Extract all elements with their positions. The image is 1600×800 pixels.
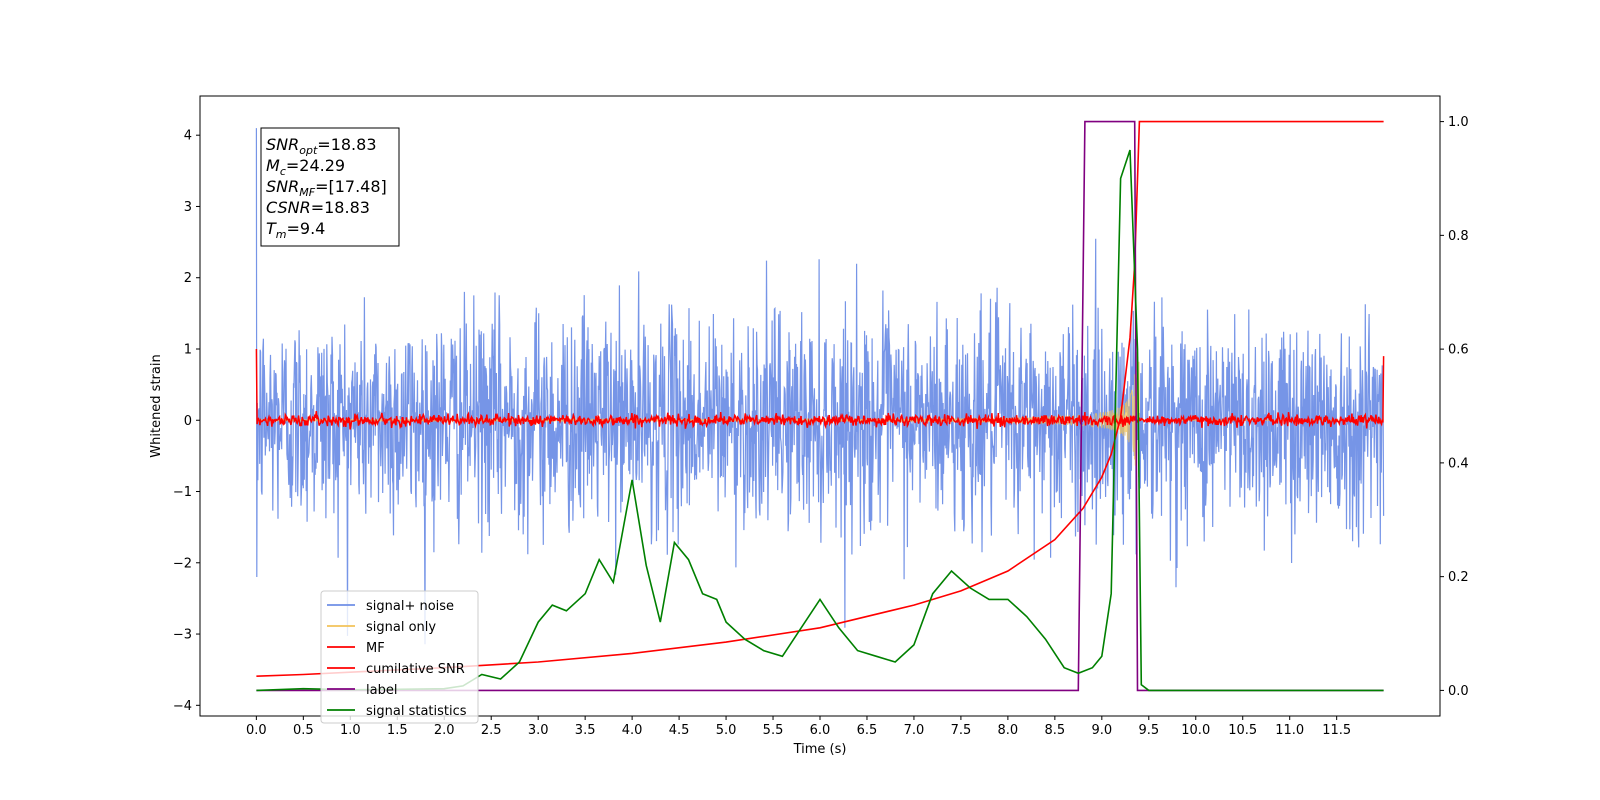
x-tick-label: 6.0 — [810, 723, 831, 738]
annotation-snr-mf: SNRMF=[17.48] — [266, 177, 387, 199]
legend: signal+ noise signal only MF cumilative SNR… — [320, 590, 479, 724]
legend-label: signal only — [366, 620, 436, 635]
annotation-csnr: CSNR=18.83 — [266, 198, 370, 217]
x-tick-label: 9.5 — [1138, 723, 1159, 738]
x-tick-label: 11.5 — [1322, 723, 1351, 738]
x-tick-label: 4.0 — [622, 723, 643, 738]
x-tick-label: 10.5 — [1228, 723, 1257, 738]
legend-label: MF — [366, 641, 385, 656]
x-tick-label: 0.5 — [293, 723, 314, 738]
right-y-axis-ticks: 1.0 0.8 0.6 0.4 0.2 0.0 — [1440, 115, 1469, 699]
y-axis-ticks: 4 3 2 1 0 −1 −2 −3 −4 — [173, 129, 200, 714]
x-tick-label: 11.0 — [1275, 723, 1304, 738]
legend-frame — [320, 590, 479, 724]
x-tick-label: 2.5 — [481, 723, 502, 738]
series-line-mf — [255, 348, 1385, 430]
y-axis-label: Whitened strain — [149, 354, 164, 457]
legend-label: label — [366, 683, 397, 698]
x-tick-label: 3.0 — [528, 723, 549, 738]
x-tick-label: 2.0 — [434, 723, 455, 738]
series-line-signal-noise — [255, 128, 1385, 645]
x-tick-label: 1.0 — [340, 723, 361, 738]
y-tick-label: 0 — [184, 414, 192, 429]
x-tick-label: 5.0 — [716, 723, 737, 738]
x-axis-label: Time (s) — [793, 742, 847, 757]
right-y-tick-label: 0.2 — [1448, 570, 1469, 585]
right-y-tick-label: 0.4 — [1448, 456, 1469, 471]
annotation-box: SNRopt=18.83 Mc=24.29 SNRMF=[17.48] CSNR… — [260, 127, 400, 247]
x-tick-label: 1.5 — [387, 723, 408, 738]
annotation-frame — [260, 127, 400, 247]
x-tick-label: 8.0 — [998, 723, 1019, 738]
y-tick-label: 4 — [184, 129, 192, 144]
x-tick-label: 5.5 — [763, 723, 784, 738]
legend-label: signal statistics — [366, 704, 467, 719]
x-tick-label: 0.0 — [246, 723, 267, 738]
x-tick-label: 8.5 — [1045, 723, 1066, 738]
annotation-tm: Tm=9.4 — [266, 219, 325, 241]
y-tick-label: 2 — [184, 271, 192, 286]
x-axis-ticks: 0.0 0.5 1.0 1.5 2.0 2.5 3.0 3.5 4.0 4.5 5.0 5.5 6.0 6… — [246, 716, 1351, 738]
right-y-tick-label: 0.6 — [1448, 343, 1469, 358]
x-tick-label: 4.5 — [669, 723, 690, 738]
y-tick-label: 1 — [184, 342, 192, 357]
y-tick-label: −1 — [173, 485, 192, 500]
x-tick-label: 6.5 — [857, 723, 878, 738]
y-tick-label: 3 — [184, 200, 192, 215]
x-tick-label: 3.5 — [575, 723, 596, 738]
x-tick-label: 7.5 — [951, 723, 972, 738]
y-tick-label: −2 — [173, 556, 192, 571]
right-y-tick-label: 0.0 — [1448, 684, 1469, 699]
legend-entries: signal+ noise signal only MF cumilative SNR… — [327, 599, 467, 719]
y-tick-label: −4 — [173, 699, 192, 714]
x-tick-label: 10.0 — [1181, 723, 1210, 738]
x-tick-label: 7.0 — [904, 723, 925, 738]
legend-label: cumilative SNR — [366, 662, 465, 677]
legend-label: signal+ noise — [366, 599, 454, 614]
annotation-mc: Mc=24.29 — [266, 156, 345, 178]
right-y-tick-label: 1.0 — [1448, 115, 1469, 130]
right-y-tick-label: 0.8 — [1448, 229, 1469, 244]
y-tick-label: −3 — [173, 628, 192, 643]
series-line-signal-statistics — [256, 149, 1384, 692]
x-tick-label: 9.0 — [1091, 723, 1112, 738]
annotation-snr-opt: SNRopt=18.83 — [266, 135, 377, 157]
